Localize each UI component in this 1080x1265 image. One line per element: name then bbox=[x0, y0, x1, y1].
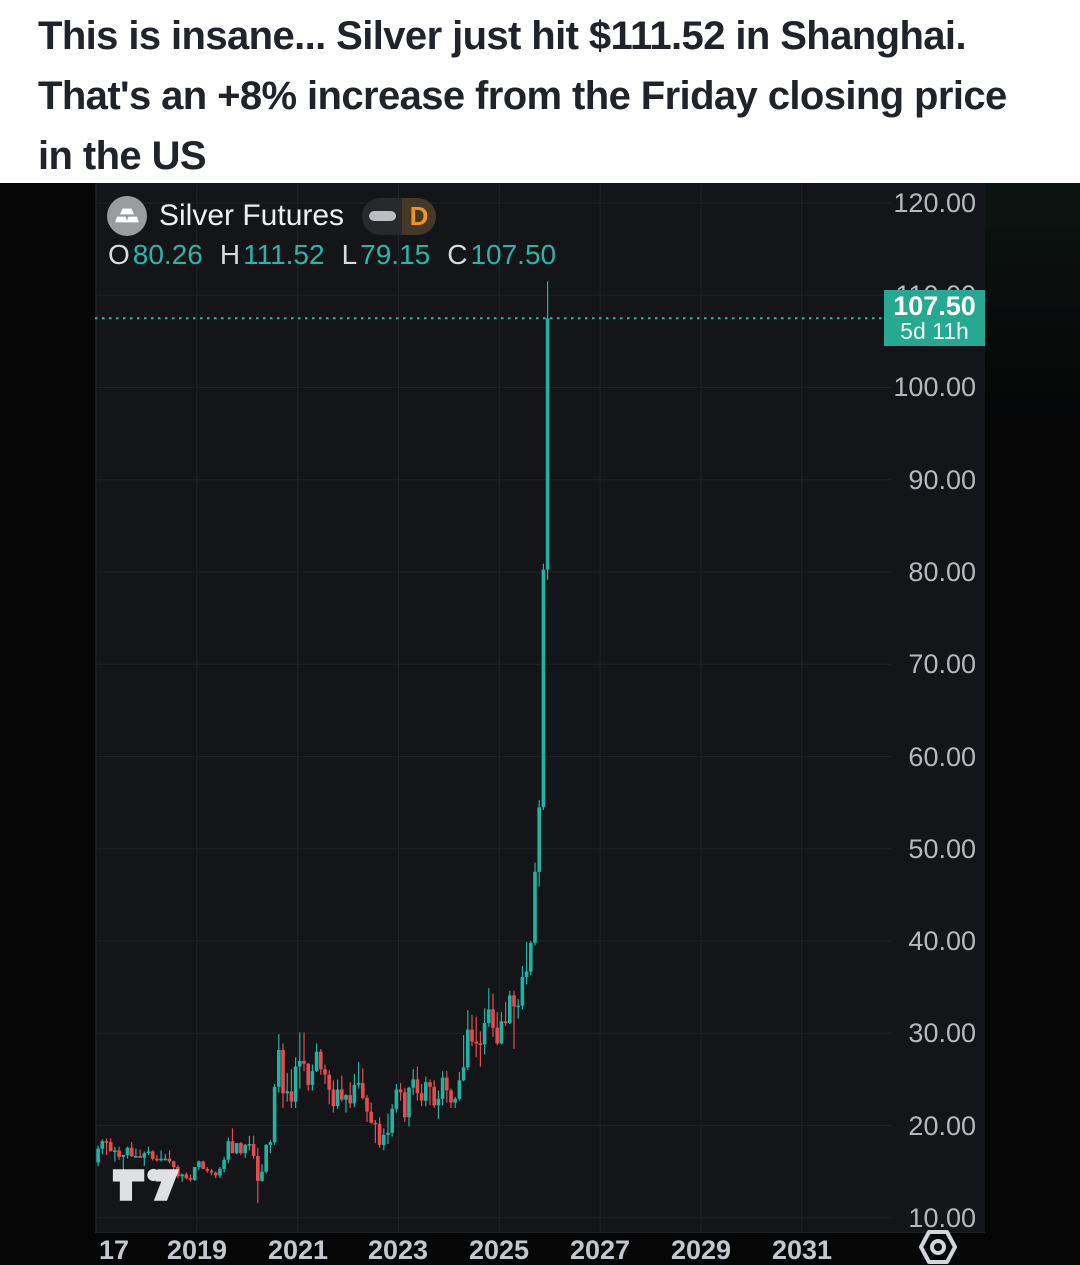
high-label: H bbox=[219, 239, 241, 270]
price-axis-label: 100.00 bbox=[893, 372, 976, 402]
silver-ingots-icon bbox=[107, 196, 147, 236]
ohlc-readout: O 80.26 H 111.52 L 79.15 C 107.50 bbox=[108, 239, 573, 271]
close-value: 107.50 bbox=[470, 239, 557, 270]
open-label: O bbox=[108, 239, 130, 270]
time-axis-label: 2027 bbox=[569, 1235, 631, 1265]
timeframe-pill[interactable]: D bbox=[362, 197, 437, 235]
price-axis-label: 80.00 bbox=[908, 557, 976, 587]
price-axis-label: 60.00 bbox=[908, 742, 976, 772]
time-axis-label: 2031 bbox=[771, 1235, 833, 1265]
price-axis-label: 30.00 bbox=[908, 1018, 976, 1048]
symbol-title[interactable]: Silver Futures bbox=[159, 199, 345, 232]
candlestick-chart[interactable] bbox=[0, 183, 1080, 1265]
collapse-button[interactable] bbox=[362, 198, 402, 235]
low-value: 79.15 bbox=[360, 239, 431, 270]
chart-pane[interactable] bbox=[95, 183, 985, 1233]
price-axis-label: 20.00 bbox=[908, 1111, 976, 1141]
price-axis-label: 120.00 bbox=[893, 188, 976, 218]
bar-countdown: 5d 11h bbox=[900, 317, 969, 344]
timeframe-button[interactable]: D bbox=[402, 197, 437, 235]
right-margin bbox=[985, 183, 1080, 1265]
scale-settings-button[interactable] bbox=[918, 1229, 958, 1265]
high-value: 111.52 bbox=[243, 239, 325, 270]
time-axis-label: 2025 bbox=[468, 1235, 530, 1265]
symbol-header: Silver Futures D bbox=[107, 196, 437, 236]
headline-text: This is insane... Silver just hit $111.5… bbox=[38, 14, 1007, 178]
last-price-value: 107.50 bbox=[893, 290, 976, 321]
time-axis-label: 2023 bbox=[367, 1235, 429, 1265]
price-axis-label: 90.00 bbox=[908, 465, 976, 495]
time-axis-label: 2029 bbox=[670, 1235, 732, 1265]
close-label: C bbox=[447, 239, 468, 270]
price-axis-label: 40.00 bbox=[908, 926, 976, 956]
minus-icon bbox=[368, 211, 396, 221]
last-price-flag: 107.50 5d 11h bbox=[884, 290, 985, 346]
time-axis-label: 17 bbox=[98, 1235, 130, 1265]
time-axis-label: 2021 bbox=[267, 1235, 329, 1265]
post-headline: This is insane... Silver just hit $111.5… bbox=[0, 0, 1080, 183]
price-axis-label: 50.00 bbox=[908, 834, 976, 864]
price-axis-label: 10.00 bbox=[908, 1203, 976, 1233]
open-value: 80.26 bbox=[132, 239, 203, 270]
low-label: L bbox=[341, 239, 358, 270]
tradingview-logo bbox=[112, 1168, 180, 1201]
hexagon-nut-icon bbox=[919, 1230, 957, 1264]
price-chart-section: Silver Futures D O 80.26 H 111.52 L 79.1… bbox=[0, 183, 1080, 1265]
price-axis-label: 70.00 bbox=[908, 649, 976, 679]
time-axis-label: 2019 bbox=[166, 1235, 228, 1265]
